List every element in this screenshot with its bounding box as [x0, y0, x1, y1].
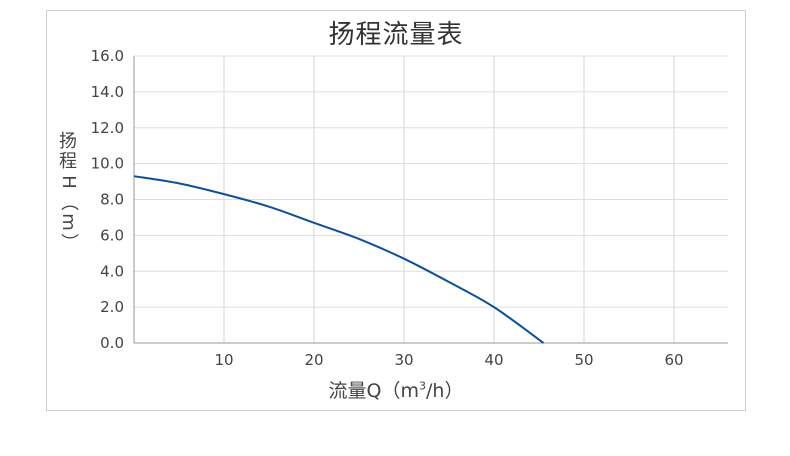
- chart-frame: [46, 10, 746, 411]
- x-tick-label: 40: [484, 351, 503, 369]
- x-tick-label: 20: [304, 351, 323, 369]
- y-axis-label-char: 程: [59, 151, 77, 172]
- y-tick-label: 10.0: [91, 155, 124, 173]
- x-tick-label: 50: [574, 351, 593, 369]
- x-axis-label: 流量Q（m3/h）: [46, 376, 746, 403]
- chart-title: 扬程流量表: [328, 20, 464, 50]
- y-axis-label: 扬 程 H （ m ）: [56, 132, 80, 252]
- y-tick-label: 8.0: [100, 191, 124, 209]
- y-tick-label: 16.0: [91, 47, 124, 65]
- y-axis-label-char: 扬: [59, 131, 77, 152]
- x-axis-label-prefix: 流量Q（m: [328, 380, 419, 402]
- y-tick-label: 0.0: [100, 334, 124, 352]
- x-axis-label-sup: 3: [419, 379, 426, 393]
- x-tick-label: 60: [664, 351, 683, 369]
- x-tick-label: 30: [394, 351, 413, 369]
- x-tick-label: 10: [214, 351, 233, 369]
- y-tick-label: 4.0: [100, 262, 124, 280]
- series-line: [133, 175, 545, 344]
- y-tick-label: 2.0: [100, 298, 124, 316]
- y-tick-label: 14.0: [91, 83, 124, 101]
- y-tick-label: 12.0: [91, 119, 124, 137]
- x-axis-label-suffix: /h）: [426, 380, 464, 402]
- y-tick-label: 6.0: [100, 226, 124, 244]
